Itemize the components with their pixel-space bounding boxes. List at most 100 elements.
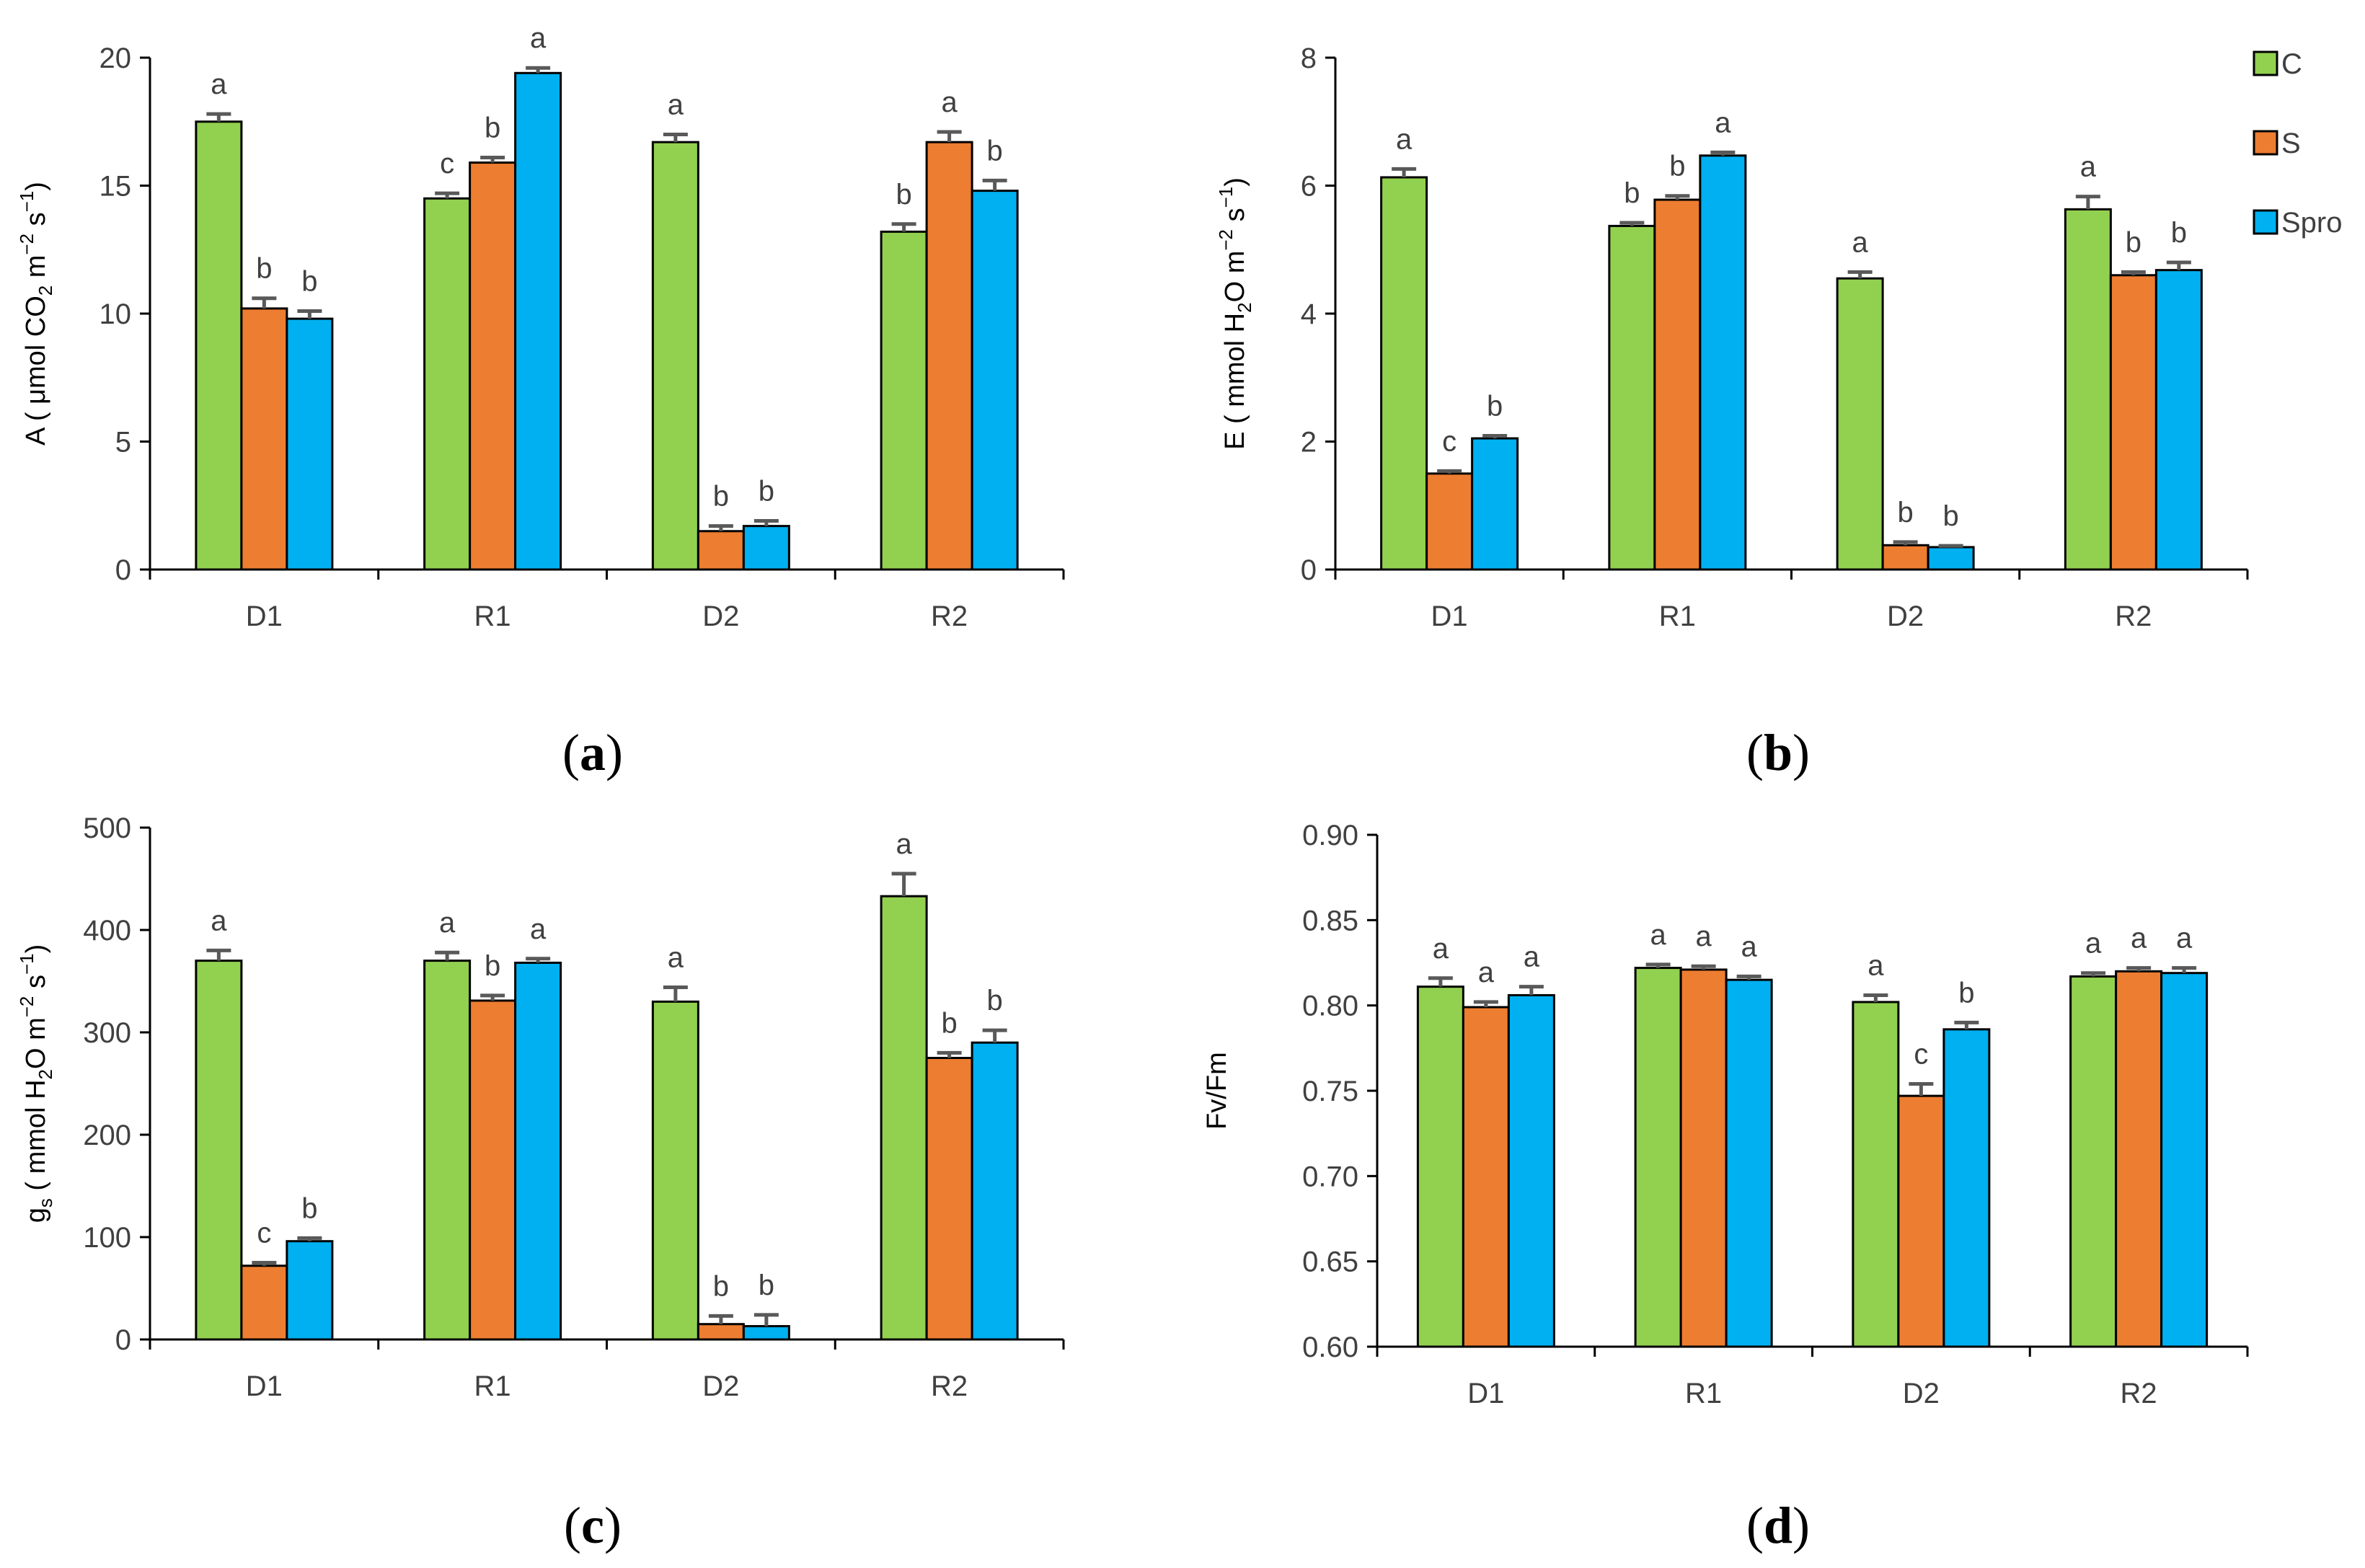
significance-letter: b	[1624, 177, 1640, 209]
bar-s-r1	[1679, 968, 1728, 1348]
y-tick-label: 2	[1301, 427, 1317, 459]
bar-s-d1	[1425, 472, 1474, 571]
significance-letter: a	[1867, 949, 1884, 981]
x-category-label: D2	[1903, 1378, 1940, 1409]
x-category-label: D1	[246, 601, 283, 632]
bar-s-d1	[240, 1264, 288, 1341]
bar-c-d2	[651, 141, 699, 571]
significance-letter: a	[1478, 957, 1495, 988]
y-tick-label: 0.80	[1302, 991, 1358, 1022]
significance-letter: a	[2176, 923, 2193, 954]
bar-c-d1	[1416, 985, 1464, 1348]
x-category-label: D2	[1887, 601, 1924, 632]
significance-letter: a	[2131, 923, 2147, 954]
bar-s-r1	[1653, 198, 1702, 571]
bar-c-d1	[1380, 176, 1428, 571]
bar-c-d1	[195, 120, 243, 571]
bar-s-d2	[1881, 544, 1929, 571]
x-category-label: D1	[1431, 601, 1468, 632]
legend-swatch-c	[2253, 50, 2278, 76]
y-tick-label: 0.65	[1302, 1246, 1358, 1278]
significance-letter: a	[1852, 226, 1869, 258]
bar-c-r2	[2069, 975, 2118, 1348]
bar-spro-d1	[1471, 437, 1519, 571]
y-tick-label: 0.70	[1302, 1161, 1358, 1192]
y-tick-label: 10	[100, 298, 132, 330]
y-tick-label: 0	[1301, 554, 1317, 586]
x-category-label: R1	[474, 1370, 511, 1402]
bar-c-d2	[651, 1000, 699, 1341]
legend: C S Spro	[2253, 48, 2343, 239]
bar-spro-r2	[2160, 972, 2209, 1348]
panel-label: (c)	[564, 1497, 622, 1554]
x-category-label: D2	[702, 601, 739, 632]
x-category-label: R1	[474, 601, 511, 632]
y-tick-label: 0.85	[1302, 905, 1358, 936]
significance-letter: a	[1650, 919, 1667, 951]
significance-letter: a	[2080, 151, 2097, 183]
y-tick-label: 0	[115, 554, 131, 586]
y-axis-title: Fv/Fm	[1202, 1052, 1232, 1130]
y-tick-label: 20	[100, 43, 132, 74]
y-axis-title: A ( μmol CO2 m−2 s−1)	[16, 182, 56, 446]
y-tick-label: 200	[83, 1120, 131, 1151]
bar-c-r2	[880, 895, 928, 1341]
significance-letter: b	[987, 135, 1003, 167]
bar-c-r1	[1608, 224, 1656, 571]
bar-s-d2	[1897, 1094, 1945, 1348]
bar-c-r1	[423, 960, 472, 1341]
bar-spro-r2	[971, 190, 1019, 571]
significance-letter: b	[485, 112, 500, 143]
legend-swatch-spro	[2253, 209, 2278, 235]
bar-s-d1	[240, 307, 288, 571]
significance-letter: b	[896, 179, 912, 211]
significance-letter: b	[987, 985, 1003, 1016]
significance-letter: b	[2126, 226, 2141, 258]
significance-letter: a	[1433, 933, 1449, 965]
significance-letter: a	[942, 87, 958, 118]
x-category-label: R1	[1685, 1378, 1722, 1409]
bar-spro-r2	[971, 1041, 1019, 1341]
bar-s-d2	[697, 1323, 745, 1341]
y-tick-label: 8	[1301, 43, 1317, 74]
x-category-label: D1	[1467, 1378, 1504, 1409]
bar-s-r1	[469, 999, 517, 1341]
y-tick-label: 4	[1301, 298, 1317, 330]
significance-letter: a	[211, 905, 227, 936]
legend-label-c: C	[2281, 48, 2302, 80]
y-tick-label: 0.60	[1302, 1332, 1358, 1363]
significance-letter: b	[1487, 391, 1503, 422]
bar-s-d2	[697, 530, 745, 571]
significance-letter: a	[530, 22, 547, 54]
significance-letter: b	[942, 1007, 958, 1039]
bar-spro-d1	[1507, 993, 1555, 1348]
bar-c-r2	[2064, 208, 2112, 571]
significance-letter: a	[1696, 921, 1712, 952]
significance-letter: b	[1943, 500, 1959, 532]
significance-letter: a	[211, 68, 227, 100]
significance-letter: b	[1669, 151, 1685, 182]
bar-spro-r1	[1699, 154, 1747, 571]
significance-letter: b	[256, 253, 272, 285]
x-category-label: R2	[2115, 601, 2152, 632]
significance-letter: b	[301, 265, 317, 297]
bar-spro-d2	[742, 1325, 790, 1341]
significance-letter: a	[1715, 107, 1731, 138]
significance-letter: a	[2085, 928, 2102, 960]
significance-letter: a	[1524, 942, 1540, 973]
bar-spro-r2	[2154, 269, 2203, 571]
y-tick-label: 500	[83, 812, 131, 844]
bar-c-r2	[880, 230, 928, 571]
y-tick-label: 15	[100, 171, 132, 203]
y-tick-label: 300	[83, 1017, 131, 1049]
y-tick-label: 0.75	[1302, 1076, 1358, 1107]
bar-s-r2	[2115, 970, 2163, 1348]
bar-s-r2	[925, 141, 973, 571]
panel-label: (a)	[562, 724, 623, 781]
significance-letter: c	[257, 1218, 271, 1249]
significance-letter: b	[759, 476, 774, 508]
